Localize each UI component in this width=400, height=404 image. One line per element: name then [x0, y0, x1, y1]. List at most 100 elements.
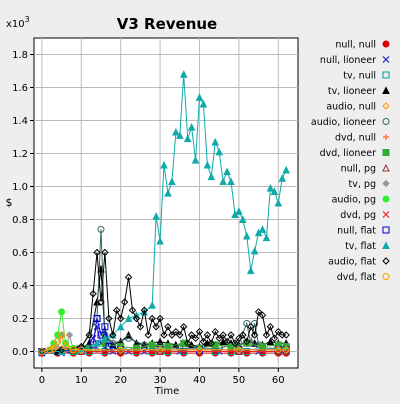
- legend-item: tv, flat: [345, 241, 390, 252]
- data-point: [160, 331, 168, 339]
- legend-label: audio, null: [326, 102, 376, 113]
- x-tick-label: 10: [75, 375, 88, 386]
- data-point: [235, 207, 243, 215]
- data-point: [101, 323, 109, 331]
- legend-label: dvd, null: [335, 133, 376, 144]
- data-point: [156, 236, 164, 245]
- y-tick-label: 0.2: [12, 314, 28, 325]
- legend-item: audio, flat: [328, 257, 390, 268]
- legend-marker: [382, 102, 390, 110]
- data-point: [270, 187, 279, 195]
- data-point: [266, 184, 275, 192]
- x-tick-label: 30: [154, 375, 167, 386]
- data-point: [58, 331, 66, 339]
- data-point: [136, 323, 145, 331]
- series-line: [41, 333, 287, 352]
- data-point: [168, 331, 176, 339]
- data-point: [152, 323, 160, 331]
- legend-label: null, pg: [341, 164, 376, 175]
- legend-item: dvd, flat: [337, 272, 390, 283]
- legend-item: tv, null: [343, 71, 390, 82]
- y-tick-label: 1.8: [12, 50, 28, 61]
- data-point: [180, 339, 188, 347]
- legend-label: tv, lioneer: [328, 86, 376, 97]
- legend-label: null, lioneer: [320, 55, 376, 66]
- data-point: [282, 165, 290, 174]
- y-tick-label: 1.6: [12, 83, 28, 94]
- y-tick-label: 1.0: [12, 182, 28, 193]
- data-point: [116, 322, 125, 331]
- data-point: [140, 306, 149, 314]
- legend-item: null, lioneer: [320, 55, 390, 66]
- x-tick-label: 40: [193, 375, 206, 386]
- legend-marker: [382, 257, 390, 265]
- legend-marker: [382, 86, 390, 94]
- data-point: [164, 188, 172, 197]
- data-point: [243, 337, 251, 346]
- data-point: [266, 337, 275, 346]
- data-point: [195, 93, 204, 101]
- data-point: [65, 331, 74, 339]
- legend-marker: [382, 273, 390, 280]
- legend-marker: [382, 226, 390, 234]
- data-point: [187, 122, 196, 131]
- data-point: [195, 327, 204, 336]
- y-multiplier-label: x103: [6, 15, 30, 30]
- data-point: [93, 339, 101, 347]
- legend-label: tv, pg: [349, 179, 376, 190]
- data-point: [113, 306, 121, 314]
- legend-item: null, flat: [337, 226, 390, 237]
- legend-item: null, pg: [341, 164, 390, 175]
- y-tick-label: 1.4: [12, 116, 28, 127]
- data-point: [124, 273, 133, 281]
- data-point: [156, 314, 164, 323]
- legend-label: audio, pg: [332, 195, 376, 206]
- data-point: [235, 334, 243, 343]
- data-point: [101, 334, 109, 342]
- data-point: [93, 315, 101, 322]
- data-point: [259, 343, 267, 351]
- data-point: [246, 266, 255, 275]
- data-point: [250, 246, 259, 255]
- data-point: [215, 334, 223, 343]
- data-point: [191, 334, 200, 343]
- data-point: [62, 343, 70, 351]
- y-tick-label: 1.2: [12, 149, 28, 160]
- data-point: [235, 346, 243, 354]
- data-point: [97, 225, 105, 233]
- data-point: [247, 323, 255, 331]
- data-point: [278, 174, 287, 182]
- data-point: [164, 343, 172, 351]
- legend-marker: [382, 195, 390, 203]
- legend-item: dvd, pg: [340, 210, 390, 221]
- legend-item: tv, pg: [349, 179, 390, 190]
- y-tick-label: 0.0: [12, 347, 28, 358]
- data-point: [58, 308, 66, 316]
- data-point: [164, 323, 172, 331]
- data-point: [54, 338, 62, 346]
- data-point: [97, 331, 105, 339]
- data-point: [282, 331, 290, 339]
- legend-label: audio, flat: [328, 257, 376, 268]
- y-tick-label: 0.4: [12, 281, 28, 292]
- data-point: [77, 346, 85, 354]
- data-point: [254, 308, 263, 316]
- data-point: [187, 331, 196, 339]
- legend-label: dvd, lioneer: [320, 148, 377, 159]
- data-point: [270, 334, 279, 343]
- data-point: [89, 290, 97, 298]
- legend-label: null, null: [335, 40, 376, 51]
- data-point: [282, 346, 290, 354]
- data-point: [239, 215, 247, 223]
- data-point: [50, 344, 58, 352]
- data-point: [207, 339, 216, 347]
- data-point: [172, 327, 180, 336]
- data-point: [223, 337, 231, 346]
- legend-label: dvd, pg: [340, 210, 376, 221]
- legend-label: dvd, flat: [337, 272, 377, 283]
- data-point: [97, 298, 105, 306]
- data-point: [239, 331, 247, 339]
- data-point: [266, 323, 275, 331]
- series-line: [41, 229, 287, 352]
